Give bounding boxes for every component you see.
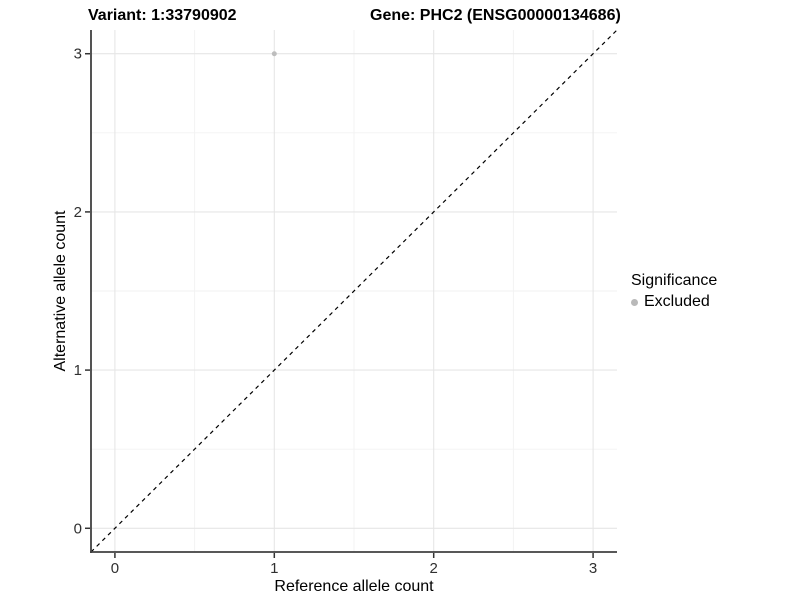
- legend: Significance Excluded: [631, 272, 717, 311]
- legend-title: Significance: [631, 272, 718, 289]
- plot-title-gene: Gene: PHC2 (ENSG00000134686): [370, 7, 621, 24]
- x-tick-label: 0: [111, 560, 119, 577]
- y-tick-label: 1: [74, 362, 82, 379]
- x-tick-label: 1: [270, 560, 278, 577]
- x-tick-label: 2: [430, 560, 438, 577]
- data-point-excluded: [271, 51, 277, 57]
- y-axis-title: Alternative allele count: [52, 210, 69, 372]
- y-tick-label: 0: [74, 520, 82, 537]
- x-axis-title: Reference allele count: [274, 578, 434, 595]
- identity-reference-line: [90, 29, 618, 553]
- legend-dot-icon: [631, 298, 638, 306]
- legend-item-excluded: Excluded: [631, 293, 717, 311]
- y-tick-label: 3: [74, 46, 82, 63]
- y-tick-label: 2: [74, 204, 82, 221]
- x-tick-label: 3: [589, 560, 597, 577]
- legend-item-label: Excluded: [644, 293, 710, 310]
- plot-title-variant: Variant: 1:33790902: [88, 7, 237, 24]
